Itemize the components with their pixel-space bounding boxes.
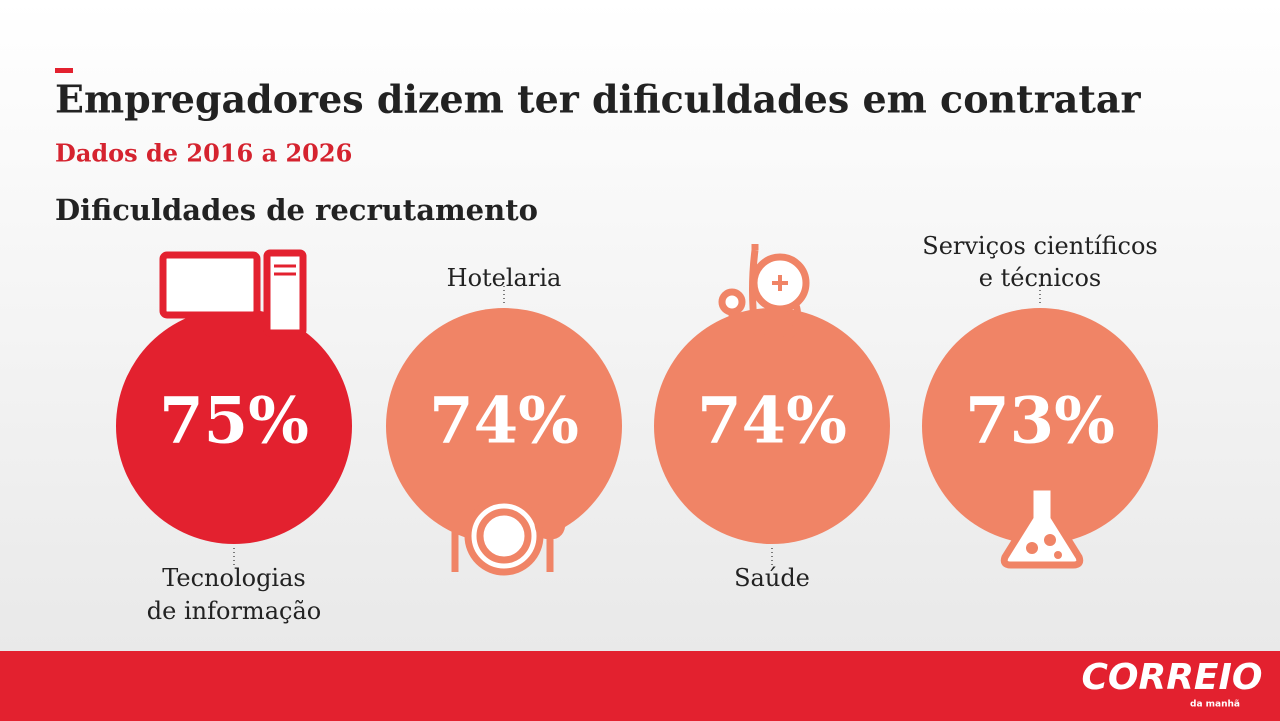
label: Saúde: [734, 564, 810, 592]
title: Empregadores dizem ter dificuldades em c…: [55, 77, 1142, 122]
label: de informação: [147, 597, 321, 625]
flask-icon: [1000, 483, 1084, 569]
circle: [654, 308, 890, 544]
logo-subtitle: da manhã: [1190, 700, 1240, 710]
label: e técnicos: [979, 264, 1101, 292]
logo: CORREIO: [1081, 657, 1262, 698]
footer-bar: [0, 651, 1280, 721]
section-title: Dificuldades de recrutamento: [55, 193, 538, 227]
accent-dash: [55, 68, 73, 73]
circle: [116, 308, 352, 544]
percentage: 73%: [965, 384, 1115, 459]
label: Hotelaria: [447, 264, 562, 292]
percentage: 74%: [429, 384, 579, 459]
items: 75% Tecnologias de informação 74% Hotelaria 7…: [116, 232, 1158, 625]
percentage: 74%: [697, 384, 847, 459]
plate-icon: [444, 496, 566, 576]
circle: [922, 308, 1158, 544]
circle: [386, 308, 622, 544]
percentage: 75%: [159, 384, 309, 459]
label: Serviços científicos: [922, 232, 1158, 260]
label: Tecnologias: [162, 564, 305, 592]
subtitle: Dados de 2016 a 2026: [55, 139, 352, 168]
computer-icon: [159, 249, 307, 337]
stethoscope-icon: [718, 244, 810, 351]
